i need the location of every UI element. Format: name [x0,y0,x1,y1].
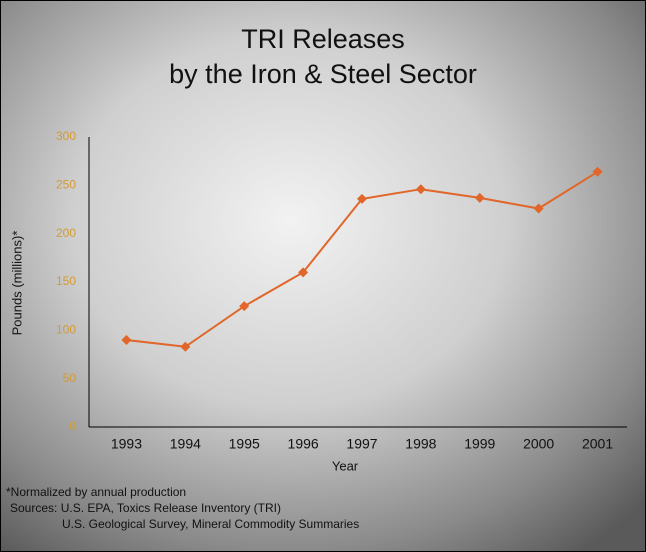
x-tick-label: 1993 [111,436,142,452]
x-tick-label: 1999 [464,436,495,452]
x-axis-label: Year [332,458,359,473]
x-tick-label: 2001 [582,436,613,452]
chart-title: TRI Releases [241,24,405,54]
y-tick-label: 0 [69,419,76,433]
y-tick-label: 300 [56,129,76,143]
x-tick-label: 1997 [346,436,377,452]
chart-subtitle: by the Iron & Steel Sector [169,59,477,89]
footnote: *Normalized by annual production [6,485,186,499]
x-tick-label: 1995 [229,436,260,452]
y-axis-label: Pounds (millions)* [9,231,24,336]
x-tick-label: 1994 [170,436,201,452]
x-tick-label: 1998 [405,436,436,452]
footnote: U.S. Geological Survey, Mineral Commodit… [62,517,359,531]
chart: TRI Releases by the Iron & Steel Sector … [0,0,646,552]
footnote: Sources: U.S. EPA, Toxics Release Invent… [10,501,281,515]
x-tick-label: 1996 [288,436,319,452]
y-tick-label: 100 [56,323,76,337]
y-tick-label: 250 [56,178,76,192]
x-tick-label: 2000 [523,436,554,452]
y-tick-label: 150 [56,274,76,288]
y-tick-label: 50 [63,371,77,385]
y-tick-label: 200 [56,226,76,240]
